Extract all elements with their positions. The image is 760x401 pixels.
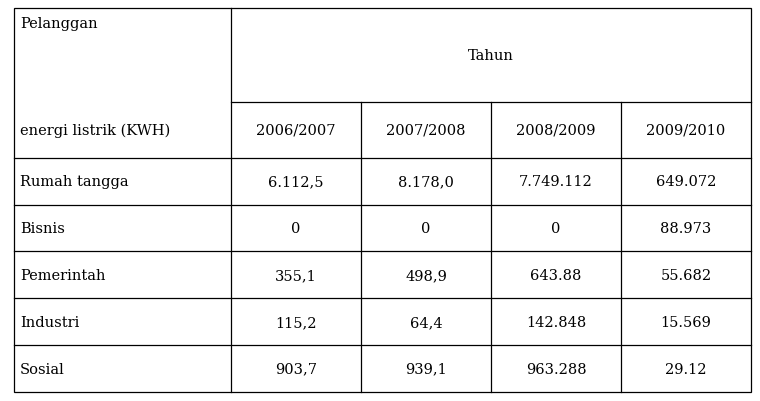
Text: 0: 0 — [551, 221, 561, 235]
Text: 88.973: 88.973 — [660, 221, 711, 235]
Text: 0: 0 — [291, 221, 301, 235]
Text: 7.749.112: 7.749.112 — [519, 175, 593, 189]
Text: 0: 0 — [421, 221, 431, 235]
Text: 2008/2009: 2008/2009 — [516, 124, 596, 138]
Text: 939,1: 939,1 — [405, 362, 447, 376]
Text: Tahun: Tahun — [468, 49, 514, 63]
Text: 29.12: 29.12 — [665, 362, 707, 376]
Text: 2009/2010: 2009/2010 — [646, 124, 726, 138]
Text: Pemerintah: Pemerintah — [20, 268, 105, 282]
Text: energi listrik (KWH): energi listrik (KWH) — [20, 124, 170, 138]
Text: 643.88: 643.88 — [530, 268, 581, 282]
Text: 498,9: 498,9 — [405, 268, 447, 282]
Text: 64,4: 64,4 — [410, 315, 442, 329]
Text: Pelanggan: Pelanggan — [20, 16, 97, 30]
Text: 55.682: 55.682 — [660, 268, 711, 282]
Text: Rumah tangga: Rumah tangga — [20, 175, 128, 189]
Text: Industri: Industri — [20, 315, 79, 329]
Text: Bisnis: Bisnis — [20, 221, 65, 235]
Text: 355,1: 355,1 — [275, 268, 317, 282]
Text: 6.112,5: 6.112,5 — [268, 175, 324, 189]
Text: 115,2: 115,2 — [275, 315, 317, 329]
Text: 2007/2008: 2007/2008 — [386, 124, 466, 138]
Text: 142.848: 142.848 — [526, 315, 586, 329]
Text: 8.178,0: 8.178,0 — [398, 175, 454, 189]
Text: 963.288: 963.288 — [526, 362, 586, 376]
Text: 2006/2007: 2006/2007 — [256, 124, 336, 138]
Text: Sosial: Sosial — [20, 362, 65, 376]
Text: 649.072: 649.072 — [656, 175, 716, 189]
Text: 903,7: 903,7 — [275, 362, 317, 376]
Text: 15.569: 15.569 — [660, 315, 711, 329]
